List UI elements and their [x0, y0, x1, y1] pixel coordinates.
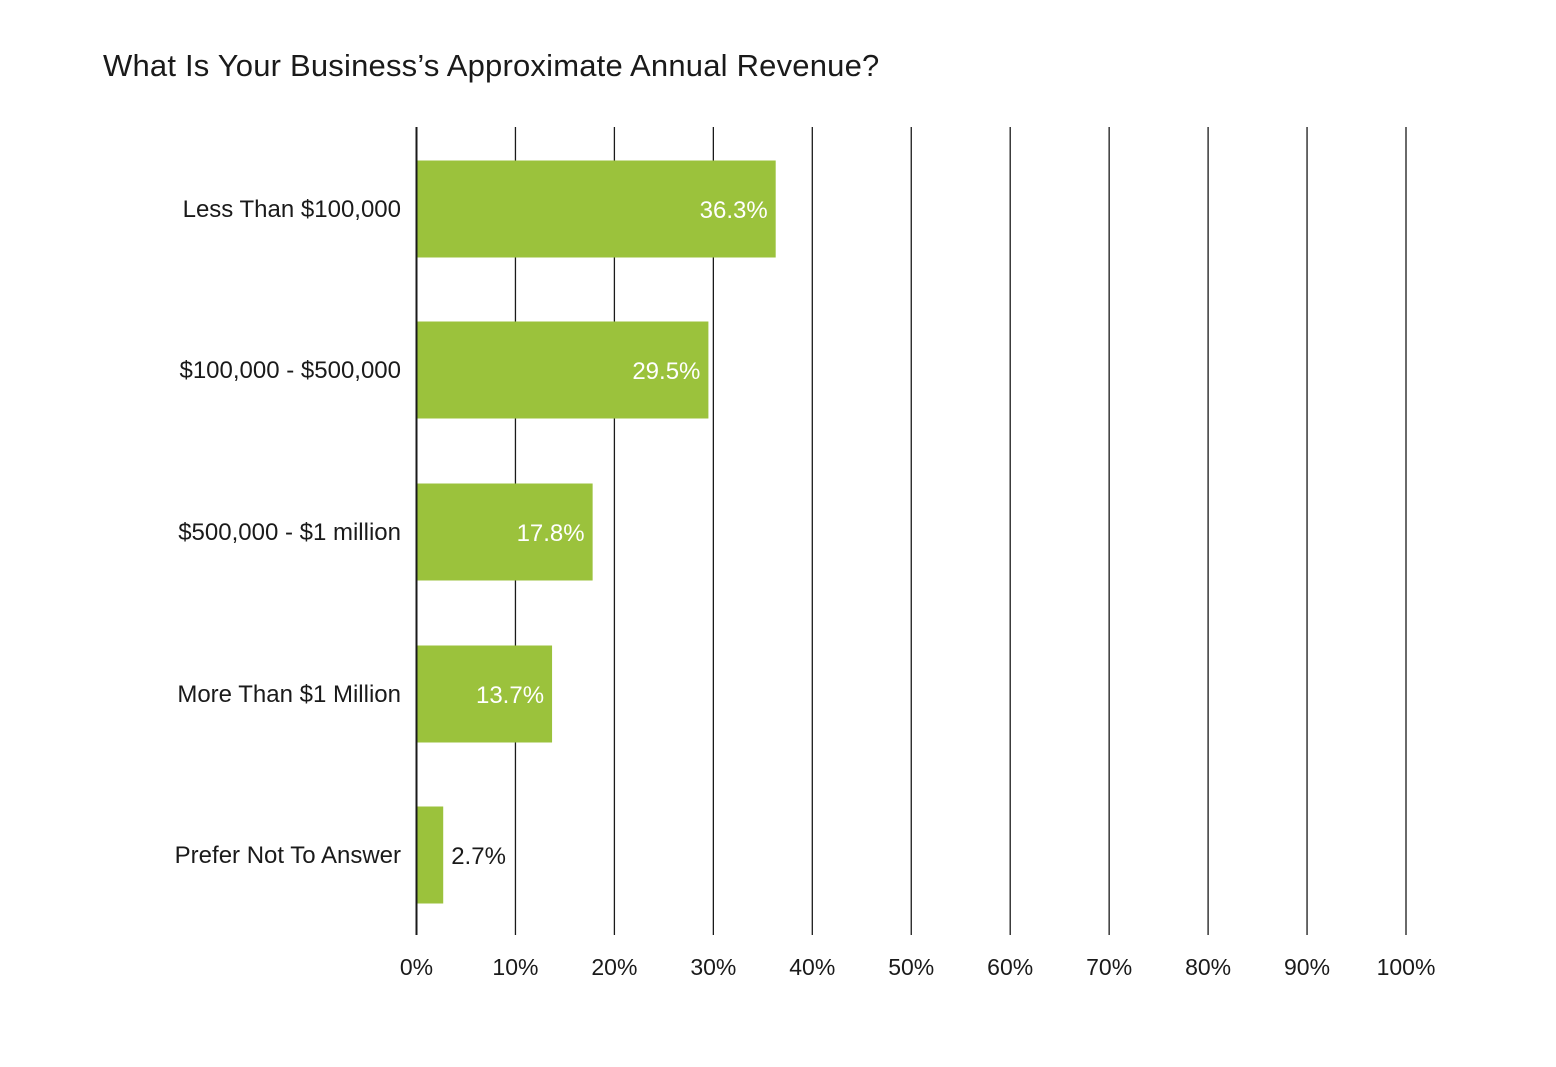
category-label: $500,000 - $1 million [178, 519, 401, 546]
data-label: 29.5% [632, 358, 700, 385]
x-tick-label: 80% [1185, 954, 1231, 980]
category-label: $100,000 - $500,000 [179, 357, 401, 384]
bars [416, 160, 776, 904]
chart-title: What Is Your Business’s Approximate Annu… [103, 48, 880, 83]
bar [416, 321, 709, 419]
category-label: Prefer Not To Answer [175, 842, 401, 869]
x-tick-label: 0% [400, 954, 433, 980]
bar [416, 645, 553, 743]
category-label: Less Than $100,000 [183, 196, 401, 223]
x-tick-label: 60% [987, 954, 1033, 980]
x-tick-label: 40% [789, 954, 835, 980]
x-tick-label: 50% [888, 954, 934, 980]
bar [416, 160, 776, 258]
x-tick-label: 100% [1377, 954, 1436, 980]
bar [416, 483, 593, 581]
x-tick-label: 90% [1284, 954, 1330, 980]
data-label: 17.8% [517, 520, 585, 547]
x-tick-label: 30% [690, 954, 736, 980]
data-label: 36.3% [700, 197, 768, 224]
data-label: 2.7% [451, 843, 506, 870]
x-axis-tick-labels: 0% 10% 20% 30% 40% 50% 60% 70% 80% 90% 100% [400, 954, 1436, 980]
x-tick-label: 10% [492, 954, 538, 980]
gridlines [514, 127, 1407, 935]
x-tick-label: 20% [591, 954, 637, 980]
category-labels: Less Than $100,000 $100,000 - $500,000 $50… [175, 196, 401, 869]
data-labels: 36.3% 29.5% 17.8% 13.7% 2.7% [451, 197, 767, 870]
x-tick-label: 70% [1086, 954, 1132, 980]
data-label: 13.7% [476, 682, 544, 709]
bar [416, 806, 444, 904]
category-label: More Than $1 Million [177, 681, 401, 708]
